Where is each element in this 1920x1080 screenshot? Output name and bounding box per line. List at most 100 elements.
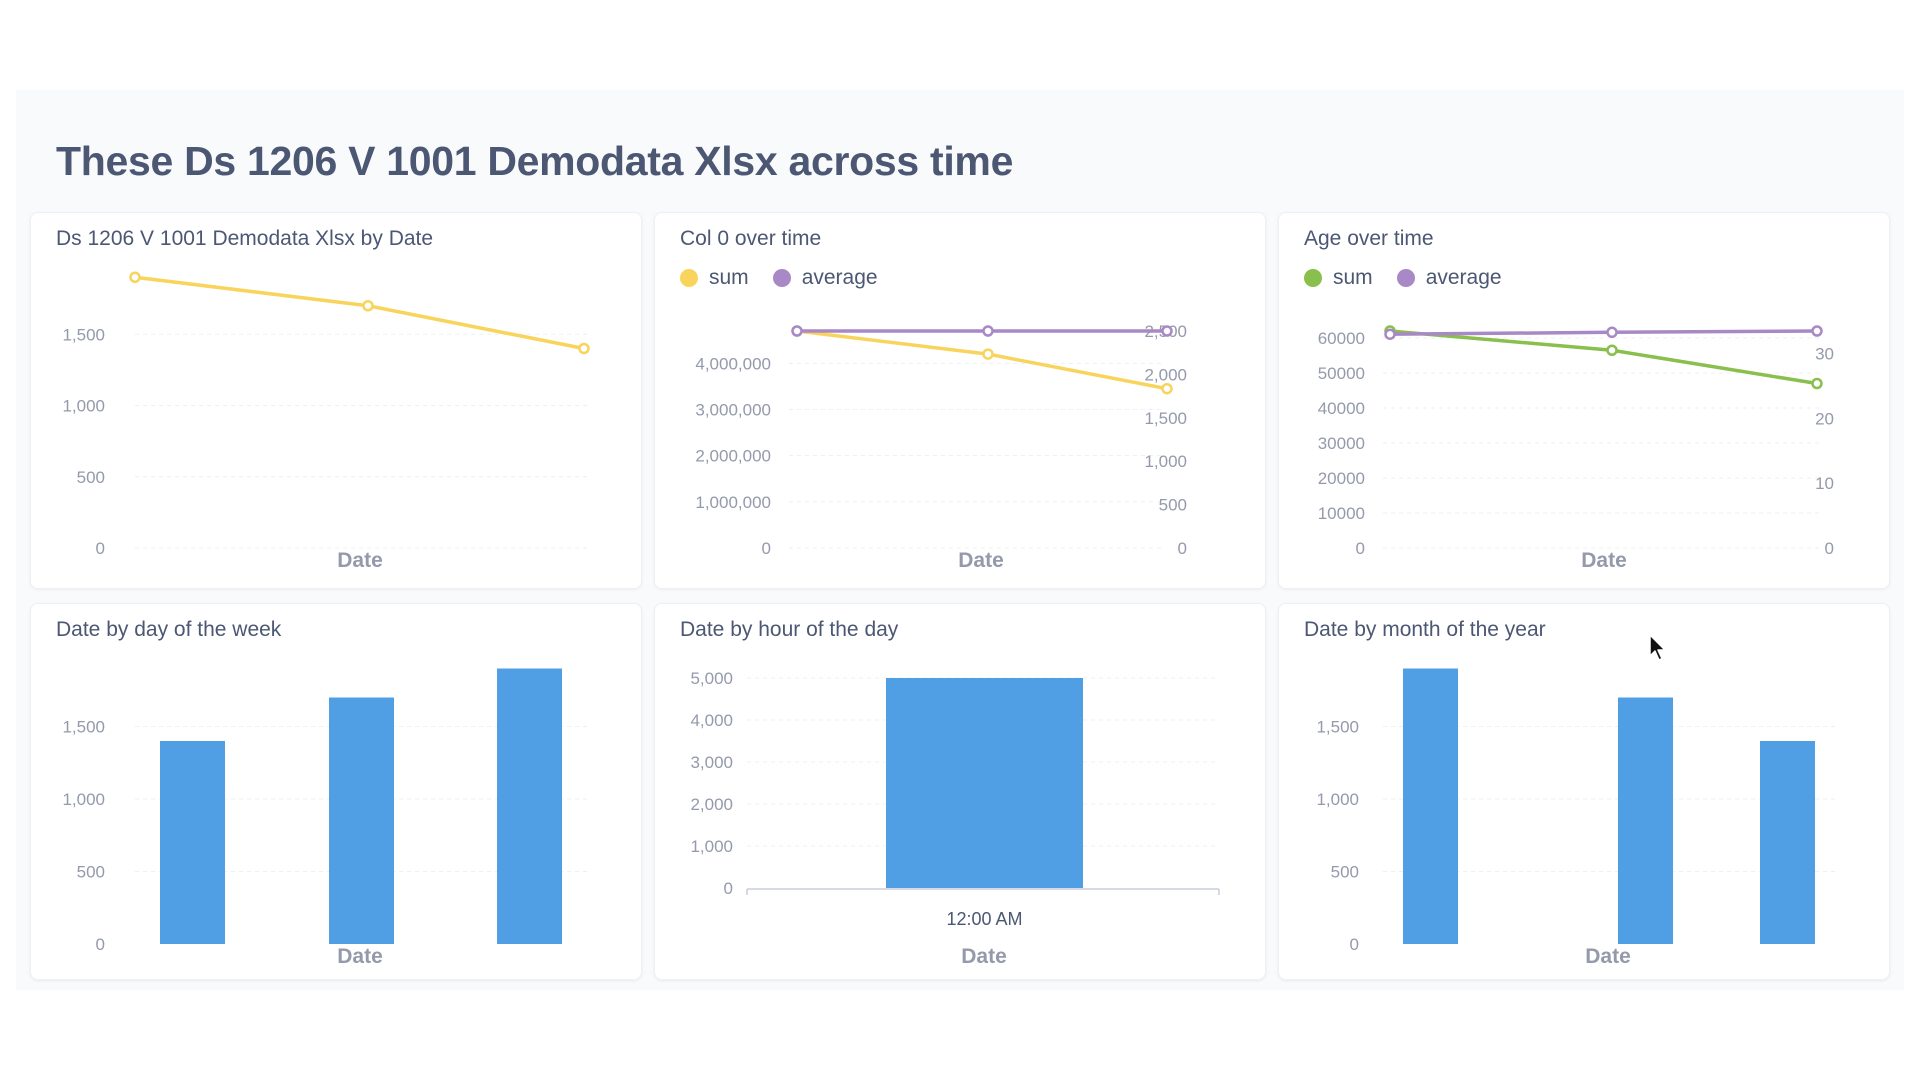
y-tick-label: 1,000 <box>690 837 733 856</box>
y-tick-label: 60000 <box>1318 329 1365 348</box>
series-line <box>1389 329 1818 336</box>
bar-chart: 0 500 1,000 1,500 Date <box>1316 668 1839 968</box>
card-title[interactable]: Ds 1206 V 1001 Demodata Xlsx by Date <box>56 227 434 250</box>
card-hour-of-day[interactable]: Date by hour of the day 0 1,000 2,000 3,000… <box>654 603 1266 980</box>
legend-dot <box>772 269 791 287</box>
legend-item-average[interactable]: average <box>1396 266 1502 290</box>
legend-dot <box>1396 269 1415 287</box>
bar <box>886 678 1083 888</box>
bar <box>1760 741 1815 944</box>
y-tick-label: 1,000,000 <box>695 493 771 512</box>
card-col0-over-time[interactable]: Col 0 over time sum average 0 1,000,000 2,… <box>654 212 1266 589</box>
y-tick-label: 500 <box>77 468 105 487</box>
card-month-of-year[interactable]: Date by month of the year 0 500 1,000 1,500… <box>1278 603 1890 980</box>
data-point <box>1161 325 1173 337</box>
y-tick-label: 20000 <box>1318 469 1365 488</box>
card-title[interactable]: Date by month of the year <box>1304 618 1546 641</box>
y-tick-label-right: 500 <box>1159 496 1187 515</box>
series-line <box>796 329 1168 391</box>
mouse-cursor-icon <box>1649 634 1666 661</box>
y-tick-label: 50000 <box>1318 364 1365 383</box>
line-chart: 0 10000 20000 30000 40000 50000 60000 0 10 20 30 Da… <box>1318 325 1834 572</box>
card-title[interactable]: Col 0 over time <box>680 227 822 250</box>
data-point <box>1811 325 1823 337</box>
bar <box>497 668 562 944</box>
series-line <box>134 275 585 351</box>
y-tick-label: 4,000 <box>690 711 733 730</box>
data-point <box>1384 328 1396 340</box>
y-tick-label: 1,000 <box>62 790 105 809</box>
x-axis-label: Date <box>961 945 1007 968</box>
card-day-of-week[interactable]: Date by day of the week 0 500 1,000 1,500 Da… <box>30 603 642 980</box>
legend-label: sum <box>1333 266 1373 289</box>
card-title[interactable]: Age over time <box>1304 227 1434 250</box>
y-tick-label-right: 2,000 <box>1144 365 1187 384</box>
y-tick-label: 2,000 <box>690 795 733 814</box>
y-tick-label-right: 1,000 <box>1144 452 1187 471</box>
y-tick-label-right: 30 <box>1815 345 1834 364</box>
line-chart: 0 500 1,000 1,500 Date <box>62 271 591 572</box>
y-tick-label: 3,000 <box>690 753 733 772</box>
y-tick-label: 4,000,000 <box>695 354 771 373</box>
legend-item-average[interactable]: average <box>772 266 878 290</box>
y-tick-label: 0 <box>1350 935 1359 954</box>
y-tick-label: 10000 <box>1318 504 1365 523</box>
legend-item-sum[interactable]: sum <box>1304 266 1373 290</box>
y-tick-label: 1,500 <box>1316 718 1359 737</box>
y-tick-label: 40000 <box>1318 399 1365 418</box>
line-chart: 0 1,000,000 2,000,000 3,000,000 4,000,000 0 50… <box>695 322 1187 572</box>
y-tick-label: 0 <box>724 879 733 898</box>
series-line <box>1389 329 1818 386</box>
legend-label: average <box>1425 266 1502 289</box>
legend-label: average <box>801 266 878 289</box>
x-axis-label: Date <box>337 549 383 572</box>
bar-chart: 0 500 1,000 1,500 Date <box>62 668 591 968</box>
data-point <box>1606 326 1618 339</box>
legend-label: sum <box>709 266 749 289</box>
x-axis-label: Date <box>958 549 1004 572</box>
y-tick-label: 30000 <box>1318 434 1365 453</box>
data-point <box>1811 377 1823 390</box>
bar <box>1618 697 1673 944</box>
y-tick-label-right: 0 <box>1178 539 1187 558</box>
card-title[interactable]: Date by day of the week <box>56 618 282 641</box>
x-axis-label: Date <box>1585 945 1631 968</box>
y-tick-label: 0 <box>96 539 105 558</box>
x-axis-label: Date <box>337 945 383 968</box>
data-point <box>362 300 374 312</box>
data-point <box>1161 382 1173 395</box>
bar-chart: 0 1,000 2,000 3,000 4,000 5,000 Date 12:00 AM <box>690 669 1220 968</box>
x-tick-label: 12:00 AM <box>946 909 1022 929</box>
y-tick-label: 1,500 <box>62 718 105 737</box>
y-tick-label: 1,000 <box>62 397 105 416</box>
y-tick-label: 2,000,000 <box>695 447 771 466</box>
page-title: These Ds 1206 V 1001 Demodata Xlsx acros… <box>56 138 1014 184</box>
card-age-over-time[interactable]: Age over time sum average 0 10000 20000 300… <box>1278 212 1890 589</box>
x-axis-label: Date <box>1581 549 1627 572</box>
legend-dot <box>1304 269 1322 287</box>
data-point <box>1606 344 1618 356</box>
data-point <box>129 271 141 283</box>
y-tick-label: 1,500 <box>62 325 105 344</box>
legend-item-sum[interactable]: sum <box>680 266 749 290</box>
y-tick-label-right: 0 <box>1825 539 1834 558</box>
y-tick-label: 500 <box>1331 863 1359 882</box>
data-point <box>578 342 590 355</box>
bar <box>160 741 225 944</box>
y-tick-label-right: 20 <box>1815 409 1834 428</box>
card-title[interactable]: Date by hour of the day <box>680 618 899 641</box>
bar <box>329 697 394 944</box>
legend: sum average <box>1304 266 1502 290</box>
card-by-date[interactable]: Ds 1206 V 1001 Demodata Xlsx by Date 0 50… <box>30 212 642 589</box>
y-tick-label-right: 1,500 <box>1144 409 1187 428</box>
y-tick-label: 500 <box>77 863 105 882</box>
y-tick-label: 0 <box>96 935 105 954</box>
bar <box>1403 668 1458 944</box>
data-point <box>982 348 994 360</box>
y-tick-label: 0 <box>1356 539 1365 558</box>
y-tick-label: 3,000,000 <box>695 400 771 419</box>
legend: sum average <box>680 266 878 290</box>
data-point <box>982 325 994 337</box>
y-tick-label-right: 10 <box>1815 474 1834 493</box>
y-tick-label: 5,000 <box>690 669 733 688</box>
